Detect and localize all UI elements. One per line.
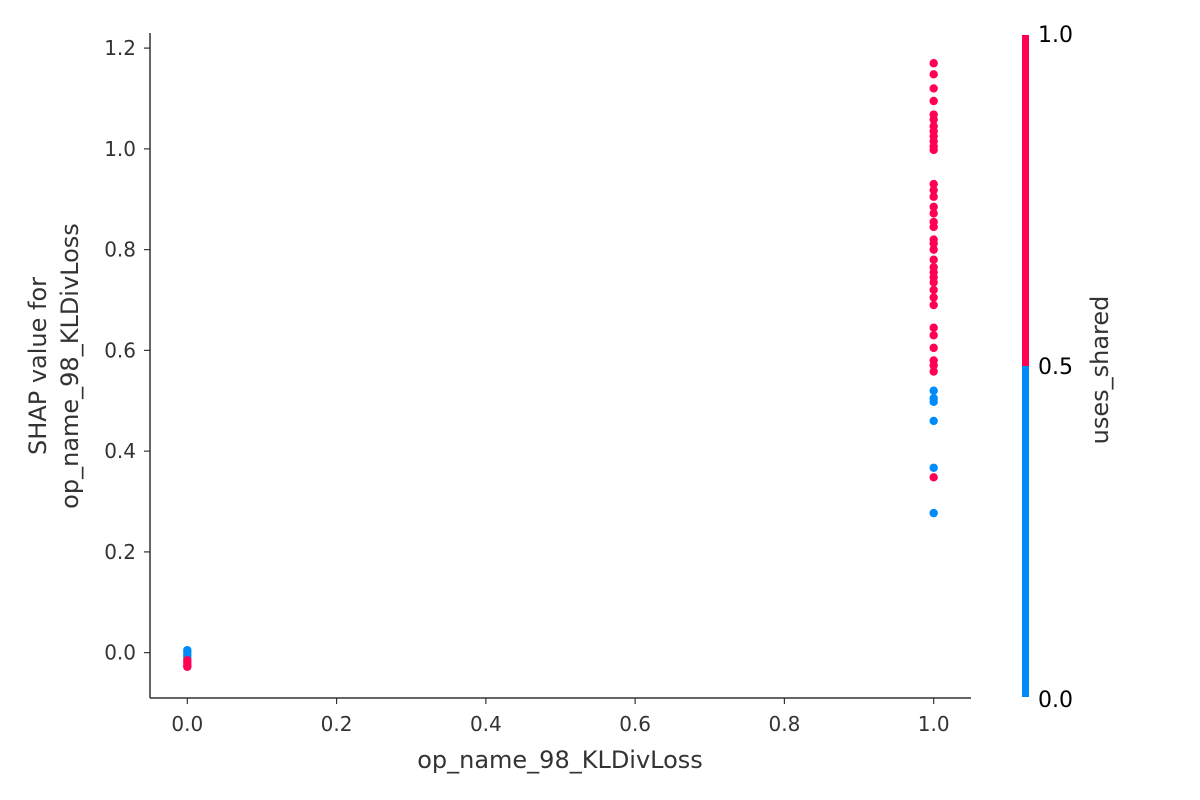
data-point [929,179,938,189]
x-ticks: 0.0 0.2 0.4 0.6 0.8 1.0 [171,698,950,736]
data-point [929,343,938,353]
data-point [929,361,938,370]
y-ticks: 0.0 0.2 0.4 0.6 0.8 1.0 1.2 [104,36,150,665]
data-point [929,397,938,406]
data-point [929,285,938,295]
data-point [929,192,938,201]
data-point [929,202,938,212]
y-tick-label: 0.4 [104,439,136,463]
y-axis-label: SHAP value for [24,277,52,455]
y-tick-label: 0.6 [104,338,136,362]
data-point [929,367,938,376]
colorbar-tick-label: 0.0 [1038,688,1073,713]
data-point [929,386,938,395]
data-point [929,300,938,310]
x-tick-label: 0.6 [619,712,651,736]
data-point [929,508,938,518]
data-point [929,115,938,124]
data-point [929,255,938,264]
data-points [183,59,938,671]
x-tick-label: 0.2 [321,712,353,736]
x-tick-label: 0.8 [769,712,801,736]
y-axis-label-line2: op_name_98_KLDivLoss [56,223,84,509]
data-point [929,239,938,248]
x-tick-label: 0.4 [470,712,502,736]
data-point [929,473,938,482]
data-point [929,84,938,93]
x-axis-label: op_name_98_KLDivLoss [417,746,703,774]
data-point [929,293,938,302]
y-tick-label: 0.8 [104,238,136,262]
y-tick-label: 1.0 [104,137,136,161]
y-tick-label: 0.2 [104,540,136,564]
colorbar-tick-label: 0.5 [1038,355,1073,380]
data-point [929,331,938,340]
data-point [183,662,192,671]
data-point [929,70,938,79]
x-tick-label: 0.0 [171,712,203,736]
data-point [929,96,938,106]
data-point [929,416,938,426]
y-tick-label: 0.0 [104,641,136,665]
x-tick-label: 1.0 [918,712,950,736]
data-point [929,245,938,254]
data-point [929,185,938,195]
colorbar [1022,35,1029,697]
data-point [929,59,938,68]
data-point [929,222,938,232]
colorbar-label: uses_shared [1086,296,1114,445]
data-point [929,145,938,155]
data-point [929,209,938,218]
data-point [929,463,938,472]
colorbar-tick-label: 1.0 [1038,23,1073,48]
data-point [929,278,938,287]
y-tick-label: 1.2 [104,36,136,60]
data-point [929,323,938,332]
